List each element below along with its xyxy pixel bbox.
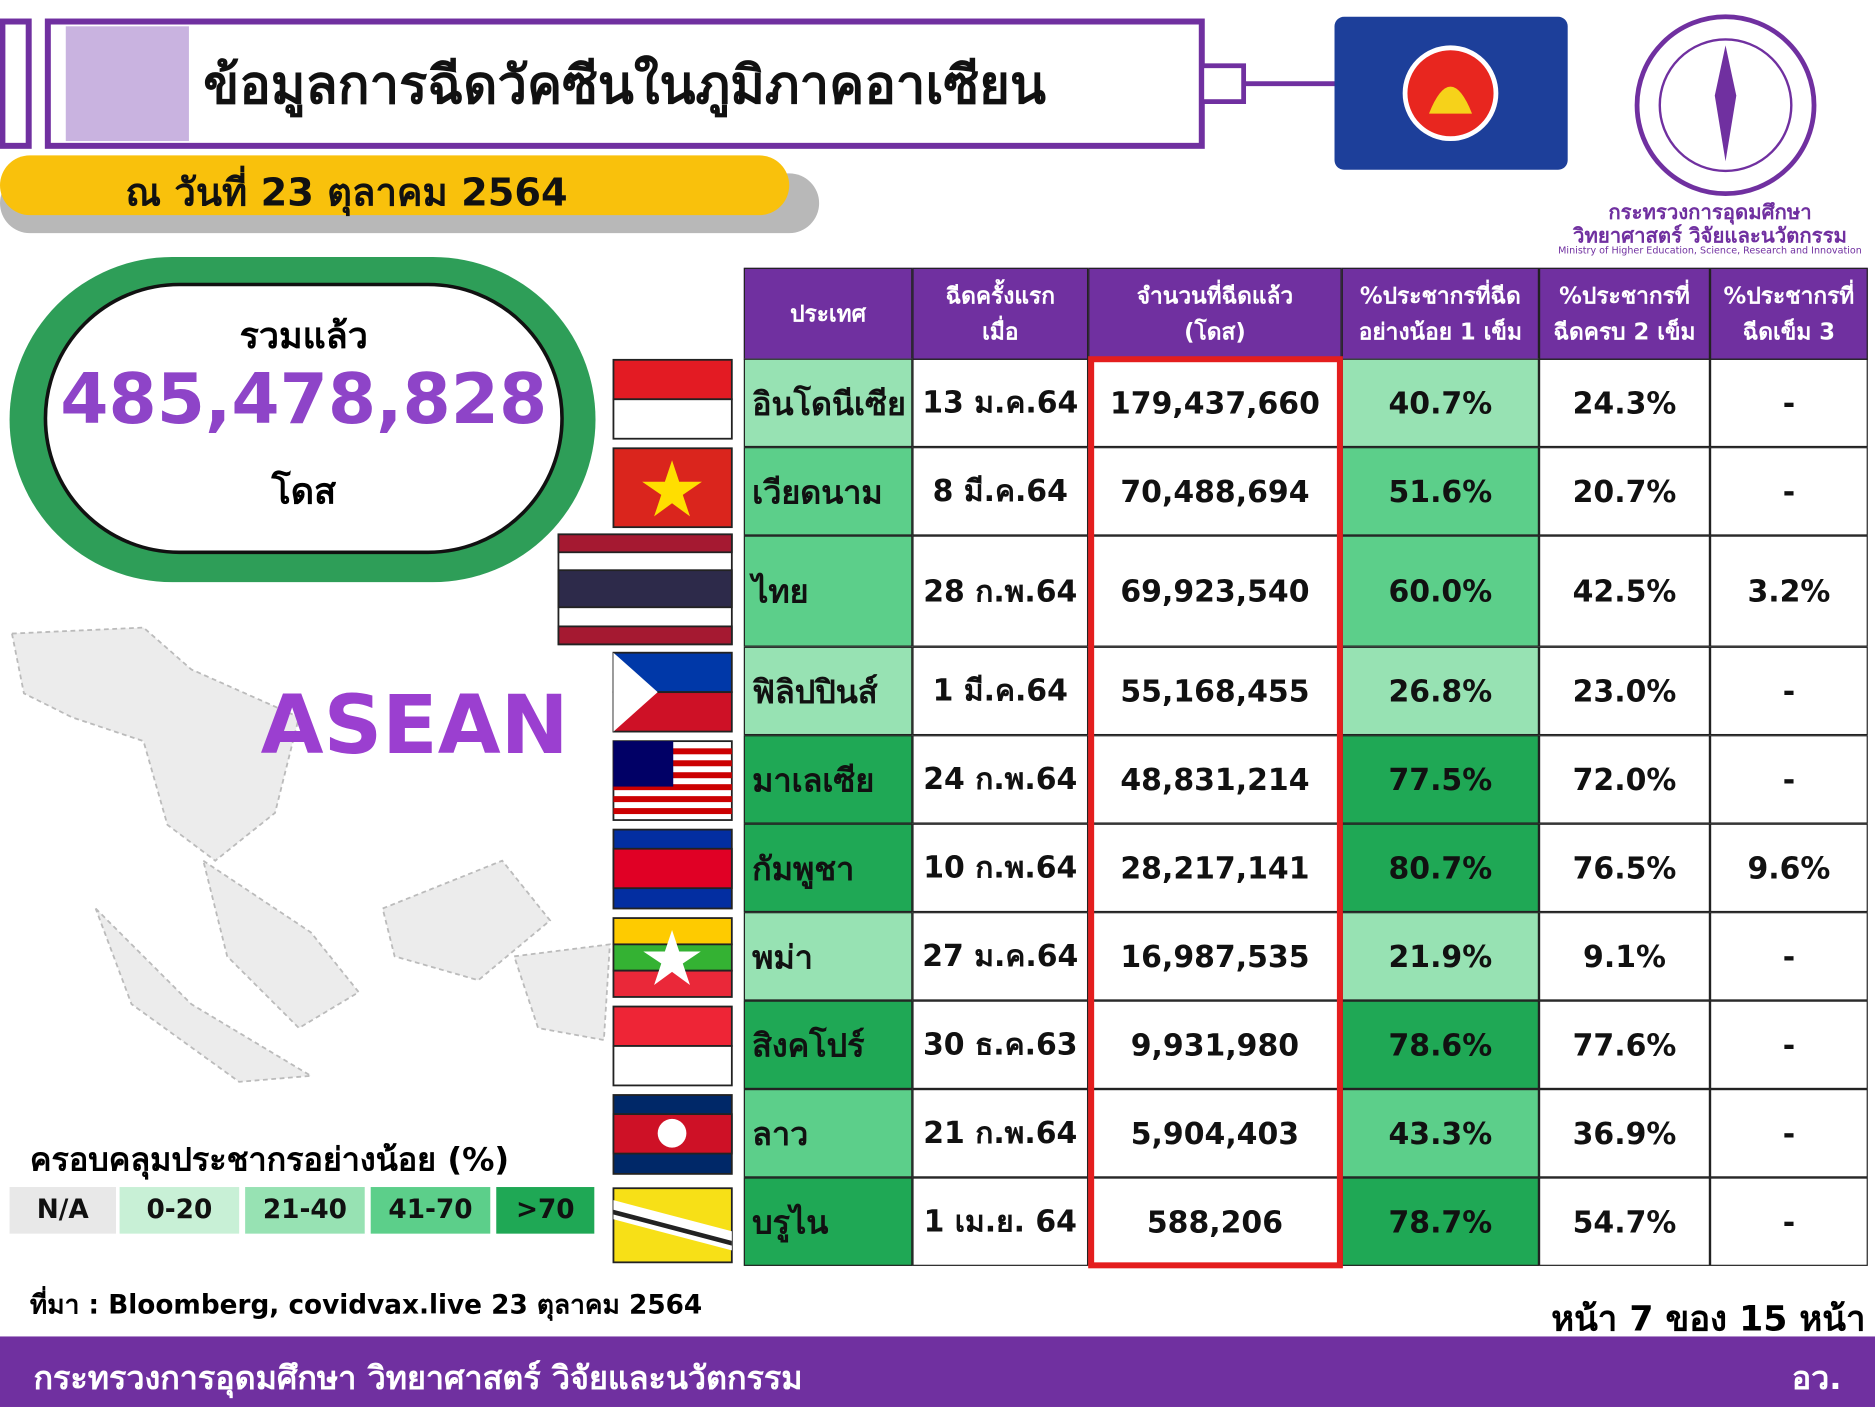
table-cell: 42.5% [1538, 535, 1710, 647]
country-cell: มาเลเซีย [743, 735, 913, 824]
legend-item: >70 [496, 1187, 595, 1234]
header-cell: %ประชากรที่ ฉีดครบ 2 เข็ม [1538, 267, 1710, 360]
table-cell: 30 ธ.ค.63 [912, 1000, 1089, 1090]
table-cell: 24 ก.พ.64 [912, 735, 1089, 824]
table-cell: - [1709, 447, 1868, 536]
logo-line: Ministry of Higher Education, Science, R… [1558, 245, 1862, 256]
table-cell: 5,904,403 [1088, 1089, 1342, 1178]
table-cell: 21 ก.พ.64 [912, 1089, 1089, 1178]
table-cell: 13 ม.ค.64 [912, 358, 1089, 448]
country-cell: กัมพูชา [743, 823, 913, 913]
footer-abbr: อว. [1791, 1360, 1842, 1398]
table-cell: 48,831,214 [1088, 735, 1342, 824]
table-cell: 70,488,694 [1088, 447, 1342, 536]
table-cell: - [1709, 735, 1868, 824]
table-cell: 80.7% [1341, 823, 1539, 913]
title: ข้อมูลการฉีดวัคซีนในภูมิภาคอาเซียน [203, 54, 1046, 116]
country-cell: อินโดนีเซีย [743, 358, 913, 448]
table-cell: 24.3% [1538, 358, 1710, 448]
table-cell: - [1709, 1000, 1868, 1090]
logo-line: วิทยาศาสตร์ วิจัยและนวัตกรรม [1573, 224, 1847, 249]
source: ที่มา : Bloomberg, covidvax.live 23 ตุลา… [29, 1291, 703, 1321]
legend-title: ครอบคลุมประชากรอย่างน้อย (%) [29, 1141, 510, 1179]
header-cell: ฉีดครั้งแรก เมื่อ [912, 267, 1089, 360]
country-cell: เวียดนาม [743, 447, 913, 536]
table-cell: - [1709, 358, 1868, 448]
total-value: 485,478,828 [60, 358, 548, 440]
table-cell: - [1709, 1177, 1868, 1266]
header-cell: ประเทศ [743, 267, 913, 360]
page-number: หน้า 7 ของ 15 หน้า [1551, 1298, 1866, 1339]
table-cell: 23.0% [1538, 646, 1710, 736]
table-cell: 21.9% [1341, 912, 1539, 1001]
legend-item: N/A [9, 1187, 116, 1234]
table-cell: 16,987,535 [1088, 912, 1342, 1001]
country-cell: ลาว [743, 1089, 913, 1178]
country-cell: สิงคโปร์ [743, 1000, 913, 1090]
table-cell: 9.1% [1538, 912, 1710, 1001]
logo-line: กระทรวงการอุดมศึกษา [1608, 200, 1812, 225]
total-unit: โดส [271, 470, 336, 513]
header-cell: จำนวนที่ฉีดแล้ว (โดส) [1088, 267, 1342, 360]
table-cell: 9.6% [1709, 823, 1868, 913]
country-cell: พม่า [743, 912, 913, 1001]
table-cell: 78.7% [1341, 1177, 1539, 1266]
legend-item: 41-70 [370, 1187, 491, 1234]
table-cell: 54.7% [1538, 1177, 1710, 1266]
table-cell: 40.7% [1341, 358, 1539, 448]
table-cell: 26.8% [1341, 646, 1539, 736]
legend-item: 0-20 [119, 1187, 240, 1234]
header-cell: %ประชากรที่ฉีด อย่างน้อย 1 เข็ม [1341, 267, 1539, 360]
highlight-box [1088, 356, 1343, 1269]
table-cell: 51.6% [1341, 447, 1539, 536]
table-cell: 77.6% [1538, 1000, 1710, 1090]
table-cell: 36.9% [1538, 1089, 1710, 1178]
table-cell: - [1709, 1089, 1868, 1178]
table-cell: 1 เม.ย. 64 [912, 1177, 1089, 1266]
table-cell: 69,923,540 [1088, 535, 1342, 647]
country-cell: ฟิลิปปินส์ [743, 646, 913, 736]
date: ณ วันที่ 23 ตุลาคม 2564 [125, 169, 568, 216]
table-cell: 72.0% [1538, 735, 1710, 824]
table-cell: 20.7% [1538, 447, 1710, 536]
table-cell: 10 ก.พ.64 [912, 823, 1089, 913]
table-cell: 28,217,141 [1088, 823, 1342, 913]
table-cell: 55,168,455 [1088, 646, 1342, 736]
footer-org: กระทรวงการอุดมศึกษา วิทยาศาสตร์ วิจัยและ… [33, 1360, 803, 1398]
table-cell: 27 ม.ค.64 [912, 912, 1089, 1001]
table-cell: 60.0% [1341, 535, 1539, 647]
table-cell: 77.5% [1341, 735, 1539, 824]
table-cell: - [1709, 646, 1868, 736]
total-label: รวมแล้ว [239, 315, 368, 358]
table-cell: 28 ก.พ.64 [912, 535, 1089, 647]
country-cell: ไทย [743, 535, 913, 647]
table-cell: - [1709, 912, 1868, 1001]
table-cell: 3.2% [1709, 535, 1868, 647]
map-label: ASEAN [260, 678, 569, 774]
table-cell: 43.3% [1341, 1089, 1539, 1178]
legend-item: 21-40 [245, 1187, 365, 1234]
table-cell: 78.6% [1341, 1000, 1539, 1090]
table-cell: 76.5% [1538, 823, 1710, 913]
table-cell: 8 มี.ค.64 [912, 447, 1089, 536]
table-cell: 1 มี.ค.64 [912, 646, 1089, 736]
country-cell: บรูไน [743, 1177, 913, 1266]
header-cell: %ประชากรที่ ฉีดเข็ม 3 [1709, 267, 1868, 360]
